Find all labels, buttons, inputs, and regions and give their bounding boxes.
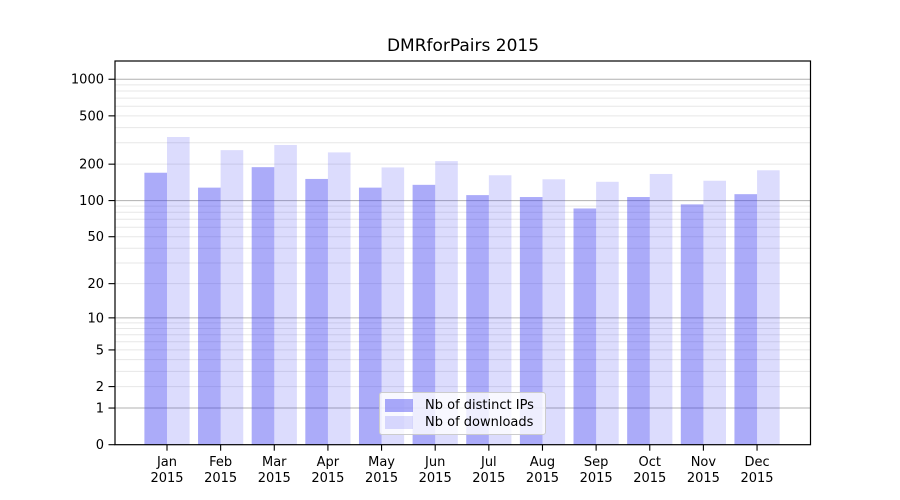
bar-downloads-oct bbox=[649, 173, 673, 445]
bar-downloads-feb bbox=[220, 150, 244, 445]
y-tick-label: 2 bbox=[96, 380, 104, 395]
bar-downloads-may bbox=[381, 167, 405, 445]
x-tick-label: Apr 2015 bbox=[311, 455, 344, 486]
bar-downloads-jun bbox=[435, 161, 458, 445]
bar-distinct-ips-dec bbox=[734, 194, 758, 445]
bar-downloads-mar bbox=[274, 144, 297, 445]
bar-downloads-dec bbox=[757, 170, 780, 445]
bar-downloads-apr bbox=[327, 152, 351, 445]
legend-item-distinct-ips: Nb of distinct IPs bbox=[385, 398, 539, 413]
x-tick-label: Feb 2015 bbox=[204, 455, 237, 486]
bar-downloads-jul bbox=[488, 175, 512, 445]
y-tick-label: 10 bbox=[87, 311, 104, 326]
y-tick-label: 0 bbox=[96, 438, 104, 453]
bar-distinct-ips-nov bbox=[680, 204, 704, 445]
y-tick-label: 500 bbox=[79, 109, 104, 124]
legend-label-distinct-ips: Nb of distinct IPs bbox=[425, 398, 534, 413]
y-tick-label: 1 bbox=[96, 402, 104, 417]
legend-swatch-distinct-ips bbox=[385, 399, 413, 412]
x-tick-label: Jul 2015 bbox=[472, 455, 505, 486]
y-tick-label: 200 bbox=[79, 158, 104, 173]
chart-title: DMRforPairs 2015 bbox=[386, 36, 540, 56]
y-tick-label: 5 bbox=[96, 343, 104, 358]
legend-item-downloads: Nb of downloads bbox=[385, 415, 539, 430]
x-tick-label: Jan 2015 bbox=[150, 455, 183, 486]
legend-swatch-downloads bbox=[385, 416, 413, 429]
legend: Nb of distinct IPs Nb of downloads bbox=[379, 392, 546, 435]
bar-distinct-ips-jun bbox=[412, 184, 436, 445]
bar-distinct-ips-feb bbox=[198, 187, 221, 445]
x-tick-label: Dec 2015 bbox=[740, 455, 773, 486]
x-tick-label: Sep 2015 bbox=[580, 455, 613, 486]
bar-distinct-ips-jul bbox=[466, 195, 489, 445]
bar-distinct-ips-mar bbox=[251, 167, 275, 445]
bar-downloads-jan bbox=[167, 136, 190, 445]
y-tick-label: 1000 bbox=[71, 73, 104, 88]
bar-distinct-ips-sep bbox=[573, 208, 597, 445]
bar-distinct-ips-apr bbox=[305, 178, 328, 445]
bar-downloads-sep bbox=[596, 181, 619, 445]
bar-downloads-aug bbox=[542, 179, 566, 445]
x-tick-label: Mar 2015 bbox=[258, 455, 291, 486]
bar-downloads-nov bbox=[703, 180, 726, 445]
legend-label-downloads: Nb of downloads bbox=[425, 415, 534, 430]
y-tick-label: 100 bbox=[79, 194, 104, 209]
bar-distinct-ips-jan bbox=[144, 172, 167, 445]
bar-distinct-ips-oct bbox=[627, 197, 650, 445]
x-tick-label: Jun 2015 bbox=[419, 455, 452, 486]
x-tick-label: Oct 2015 bbox=[633, 455, 666, 486]
bar-distinct-ips-may bbox=[358, 187, 382, 445]
bar-distinct-ips-aug bbox=[519, 197, 543, 445]
x-tick-label: Nov 2015 bbox=[687, 455, 720, 486]
x-tick-label: May 2015 bbox=[365, 455, 398, 486]
y-tick-label: 50 bbox=[87, 230, 104, 245]
plot-frame bbox=[114, 60, 812, 446]
x-tick-label: Aug 2015 bbox=[526, 455, 559, 486]
y-tick-label: 20 bbox=[87, 277, 104, 292]
